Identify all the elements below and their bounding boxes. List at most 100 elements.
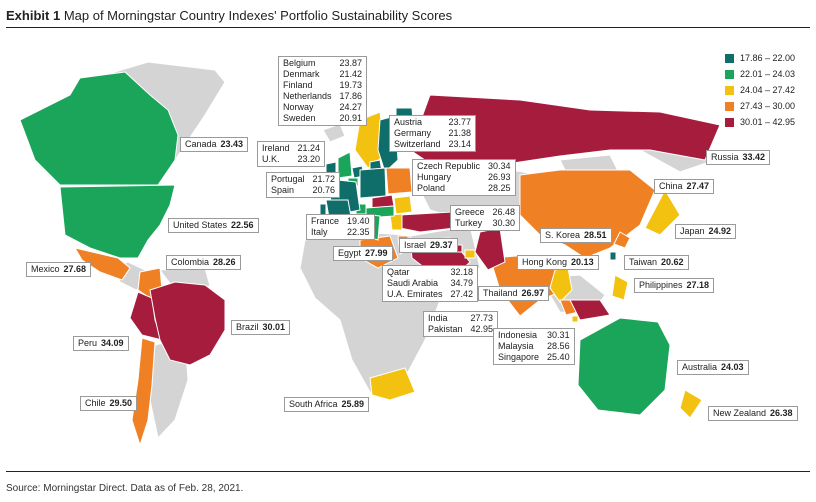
iceland-shape — [322, 123, 346, 143]
country-score: 27.99 — [365, 248, 388, 258]
country-name: Turkey — [455, 218, 483, 228]
country-score: 23.87 — [339, 58, 363, 68]
country-label: Egypt 27.99 — [333, 246, 393, 261]
legend-range: 24.04 – 27.42 — [740, 85, 796, 95]
country-name: New Zealand — [713, 408, 767, 418]
country-name: Ireland — [262, 143, 290, 153]
country-name: Greece — [455, 207, 485, 217]
country-germany — [359, 167, 387, 199]
country-name: Philippines — [639, 280, 683, 290]
country-score: 30.01 — [262, 322, 286, 332]
country-china — [519, 169, 656, 259]
country-score: 20.76 — [312, 185, 336, 195]
country-score: 21.42 — [339, 69, 363, 79]
country-score: 23.20 — [297, 154, 321, 164]
country-name: Portugal — [271, 174, 305, 184]
legend: 17.86 – 22.00 22.01 – 24.03 24.04 – 27.42 2… — [725, 50, 795, 130]
country-name: Saudi Arabia — [387, 278, 439, 288]
country-label: Australia 24.03 — [677, 360, 749, 375]
legend-swatch — [725, 69, 734, 79]
country-label: Israel 29.37 — [399, 238, 458, 253]
country-name: Germany — [394, 128, 432, 138]
header-rule — [6, 27, 810, 28]
country-name: Brazil — [236, 322, 259, 332]
country-name: Singapore — [498, 352, 540, 362]
country-score: 32.18 — [450, 267, 474, 277]
country-score: 29.50 — [109, 398, 133, 408]
country-chile — [131, 337, 156, 447]
country-score: 27.42 — [450, 289, 474, 299]
country-label: Indonesia 30.31 Malaysia 28.56 Singapore 25.4… — [493, 328, 575, 365]
country-score: 42.95 — [470, 324, 494, 334]
country-turkey — [399, 211, 456, 233]
country-name: U.A. Emirates — [387, 289, 443, 299]
country-japan — [644, 188, 681, 236]
country-score: 24.92 — [708, 226, 732, 236]
country-u-k- — [337, 151, 353, 179]
country-name: Norway — [283, 102, 314, 112]
country-label: Chile 29.50 — [80, 396, 138, 411]
country-pakistan — [474, 227, 506, 271]
legend-swatch — [725, 101, 734, 111]
country-score: 29.37 — [430, 240, 453, 250]
country-score: 25.89 — [341, 399, 365, 409]
country-score: 27.47 — [686, 181, 710, 191]
country-name: South Africa — [289, 399, 338, 409]
country-score: 26.93 — [488, 172, 511, 182]
country-score: 34.09 — [101, 338, 124, 348]
country-new-zealand — [679, 389, 703, 419]
country-name: Taiwan — [629, 257, 658, 267]
country-name: Denmark — [283, 69, 320, 79]
country-label: Taiwan 20.62 — [624, 255, 689, 270]
country-label: India 27.73 Pakistan 42.95 — [423, 311, 499, 337]
country-label: Qatar 32.18 Saudi Arabia 34.79 U.A. Emirates… — [382, 265, 479, 302]
country-score: 27.73 — [470, 313, 494, 323]
country-name: Spain — [271, 185, 295, 195]
country-score: 19.73 — [339, 80, 363, 90]
country-name: Malaysia — [498, 341, 534, 351]
country-score: 20.91 — [339, 113, 363, 123]
country-score: 30.34 — [488, 161, 511, 171]
country-score: 23.43 — [220, 139, 244, 149]
country-name: China — [659, 181, 683, 191]
country-name: India — [428, 313, 448, 323]
country-name: Netherlands — [283, 91, 332, 101]
country-label: New Zealand 26.38 — [708, 406, 798, 421]
country-indonesia — [569, 299, 611, 321]
country-score: 28.25 — [488, 183, 511, 193]
legend-swatch — [725, 53, 734, 63]
country-label: Japan 24.92 — [675, 224, 737, 239]
country-score: 23.14 — [448, 139, 472, 149]
legend-item: 30.01 – 42.95 — [725, 114, 795, 130]
country-score: 23.77 — [448, 117, 472, 127]
country-south-africa — [369, 367, 416, 401]
legend-item: 24.04 – 27.42 — [725, 82, 795, 98]
country-s-korea — [613, 231, 631, 249]
country-label: Portugal 21.72 Spain 20.76 — [266, 172, 341, 198]
country-name: United States — [173, 220, 228, 230]
country-score: 24.03 — [721, 362, 744, 372]
country-label: Thailand 26.97 — [478, 286, 550, 301]
country-name: Hong Kong — [522, 257, 568, 267]
country-name: Belgium — [283, 58, 316, 68]
country-label: Russia 33.42 — [706, 150, 771, 165]
country-label: Czech Republic 30.34 Hungary 26.93 Poland 28.… — [412, 159, 516, 196]
country-score: 22.35 — [347, 227, 370, 237]
source-note: Source: Morningstar Direct. Data as of F… — [6, 483, 244, 494]
country-name: Japan — [680, 226, 705, 236]
legend-swatch — [725, 85, 734, 95]
country-name: Italy — [311, 227, 328, 237]
country-canada — [19, 71, 179, 186]
country-score: 24.27 — [339, 102, 363, 112]
country-score: 19.40 — [347, 216, 370, 226]
country-name: Pakistan — [428, 324, 463, 334]
country-label: Hong Kong 20.13 — [517, 255, 599, 270]
country-score: 27.68 — [63, 264, 87, 274]
country-score: 30.31 — [547, 330, 570, 340]
country-name: Chile — [85, 398, 106, 408]
country-name: Switzerland — [394, 139, 441, 149]
country-score: 21.72 — [312, 174, 336, 184]
country-score: 28.51 — [584, 230, 607, 240]
legend-item: 17.86 – 22.00 — [725, 50, 795, 66]
country-label: Belgium 23.87 Denmark 21.42 Finland 19.73 Neth… — [278, 56, 368, 126]
